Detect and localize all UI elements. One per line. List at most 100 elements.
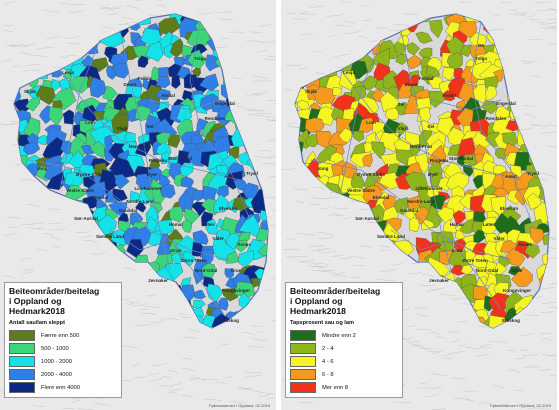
grazing-area bbox=[456, 154, 466, 167]
grazing-area bbox=[307, 218, 324, 231]
place-label: Tolga bbox=[475, 56, 487, 61]
grazing-area bbox=[295, 249, 310, 263]
grazing-area bbox=[321, 197, 336, 211]
grazing-area bbox=[168, 296, 188, 317]
grazing-area bbox=[139, 276, 148, 288]
place-label: Elverum bbox=[219, 206, 237, 211]
grazing-area bbox=[508, 74, 520, 86]
municipality-boundary bbox=[310, 159, 512, 261]
grazing-area bbox=[161, 308, 179, 324]
place-label: Gausdal bbox=[119, 208, 137, 213]
legend-item: 1000 - 2000 bbox=[9, 355, 117, 368]
grazing-area bbox=[29, 245, 45, 259]
grazing-area bbox=[520, 77, 533, 94]
grazing-area bbox=[144, 41, 164, 62]
grazing-area bbox=[295, 205, 306, 223]
grazing-area bbox=[423, 293, 444, 314]
grazing-area bbox=[310, 230, 325, 246]
municipality-boundary bbox=[119, 29, 171, 271]
grazing-area bbox=[90, 140, 109, 158]
grazing-area bbox=[331, 45, 348, 64]
grazing-area bbox=[259, 282, 268, 297]
place-label: Nordre Land bbox=[126, 199, 154, 204]
grazing-area bbox=[221, 288, 239, 302]
place-label: Alvdal bbox=[442, 93, 456, 98]
grazing-area bbox=[14, 143, 17, 157]
grazing-area bbox=[73, 239, 98, 261]
grazing-area bbox=[169, 206, 184, 223]
grazing-area bbox=[295, 263, 304, 282]
grazing-area bbox=[14, 256, 25, 264]
grazing-area bbox=[295, 185, 310, 207]
grazing-area bbox=[232, 51, 250, 70]
place-label: Vågå bbox=[398, 125, 409, 131]
grazing-area bbox=[115, 256, 130, 268]
grazing-area bbox=[373, 265, 389, 280]
grazing-area bbox=[102, 264, 115, 277]
grazing-area bbox=[179, 318, 199, 328]
grazing-area bbox=[16, 220, 35, 235]
municipality-boundary bbox=[149, 99, 221, 111]
grazing-area bbox=[515, 38, 538, 61]
municipality-boundary bbox=[109, 229, 221, 311]
grazing-area bbox=[306, 14, 324, 24]
grazing-area bbox=[93, 264, 106, 278]
grazing-area bbox=[203, 14, 215, 27]
grazing-area bbox=[340, 253, 359, 271]
legend-label: Mer enn 8 bbox=[322, 384, 349, 391]
legend-swatch bbox=[9, 382, 35, 393]
legend-label: 1000 - 2000 bbox=[41, 358, 72, 365]
grazing-area bbox=[167, 134, 181, 149]
place-label: Jevnaker bbox=[429, 278, 449, 283]
grazing-area bbox=[139, 303, 156, 321]
legend-item: Mer enn 8 bbox=[290, 381, 398, 394]
grazing-area bbox=[259, 179, 268, 190]
legend-item: Flere enn 4000 bbox=[9, 381, 117, 394]
place-label: Rendalen bbox=[486, 116, 507, 121]
legend-title-line2: i Oppland og Hedmark2018 bbox=[9, 296, 65, 316]
grazing-area bbox=[542, 66, 549, 82]
grazing-area bbox=[325, 31, 342, 53]
grazing-area bbox=[83, 42, 99, 55]
grazing-area bbox=[201, 263, 216, 279]
grazing-area bbox=[47, 21, 60, 34]
grazing-area bbox=[256, 307, 268, 322]
legend-title: Beiteområder/beitelag i Oppland og Hedma… bbox=[9, 286, 117, 316]
grazing-area bbox=[153, 317, 173, 328]
grazing-area bbox=[320, 220, 336, 236]
place-label: Løten bbox=[202, 222, 215, 227]
place-label: Nord-Odal bbox=[195, 268, 217, 273]
place-label: Lom bbox=[85, 120, 95, 125]
grazing-area bbox=[37, 237, 56, 260]
grazing-area bbox=[235, 75, 253, 92]
grazing-area bbox=[67, 220, 84, 234]
grazing-area bbox=[443, 300, 457, 317]
grazing-area bbox=[361, 14, 380, 27]
grazing-area bbox=[295, 139, 304, 159]
legend-swatch bbox=[9, 343, 35, 354]
place-label: Trysil bbox=[246, 171, 258, 176]
grazing-area bbox=[357, 16, 378, 40]
grazing-area bbox=[365, 241, 379, 254]
grazing-area bbox=[213, 194, 230, 213]
grazing-area bbox=[46, 31, 63, 47]
grazing-area bbox=[527, 122, 542, 137]
grazing-area bbox=[480, 100, 499, 115]
grazing-area bbox=[517, 106, 532, 127]
grazing-area bbox=[295, 40, 309, 57]
grazing-area bbox=[62, 109, 75, 125]
legend-item: 500 - 1000 bbox=[9, 342, 117, 355]
grazing-area bbox=[257, 148, 268, 168]
grazing-area bbox=[534, 147, 549, 165]
place-label: Tolga bbox=[194, 56, 206, 61]
grazing-area bbox=[304, 27, 324, 49]
place-label: Kongsvinger bbox=[222, 288, 250, 293]
grazing-area bbox=[93, 240, 109, 259]
legend-swatch bbox=[290, 343, 316, 354]
place-labels: Os Tolga Lesja Folldal Alvdal Dovre Skjåk Sel En… bbox=[305, 43, 539, 323]
legend-label: 500 - 1000 bbox=[41, 345, 69, 352]
grazing-area bbox=[295, 56, 298, 70]
grazing-area bbox=[539, 42, 549, 64]
grazing-area bbox=[442, 90, 456, 102]
grazing-area bbox=[191, 190, 206, 202]
